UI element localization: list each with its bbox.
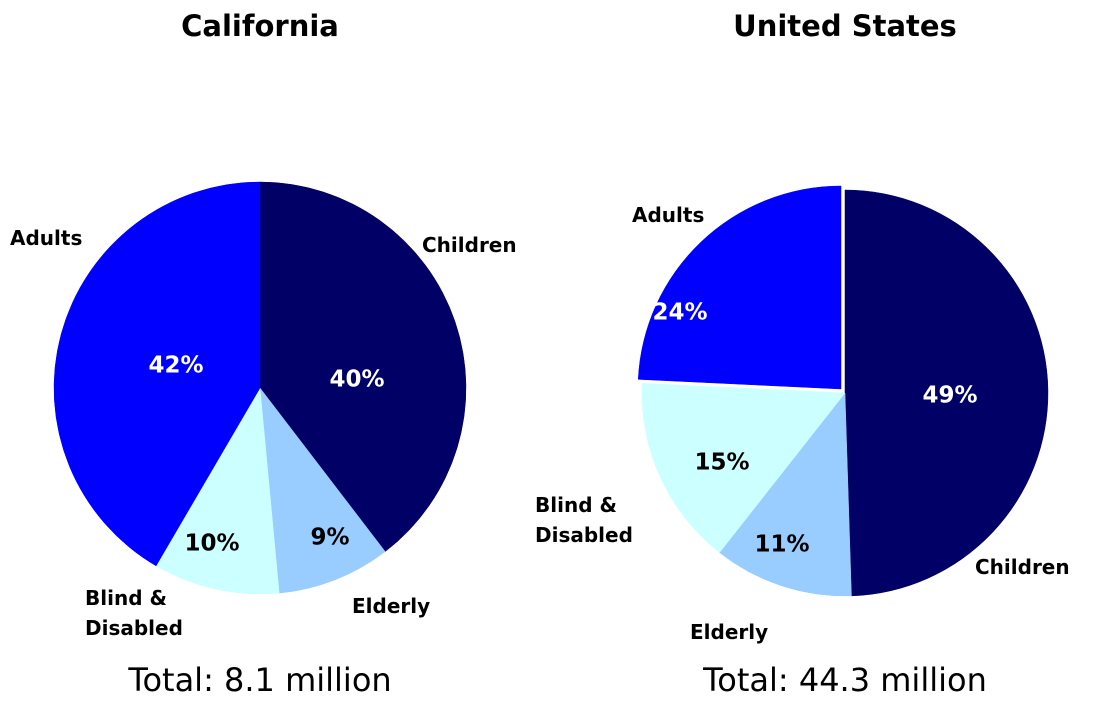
value-label: 49%	[922, 383, 977, 409]
value-label: 10%	[184, 531, 239, 557]
pie-slice	[719, 392, 852, 597]
chart-subtitle: Total: 44.3 million	[702, 661, 987, 699]
chart-title: California	[181, 9, 339, 43]
value-label: 42%	[148, 353, 203, 379]
category-label: Children	[975, 555, 1070, 579]
chart-title: United States	[733, 9, 957, 43]
category-label: Elderly	[352, 594, 431, 618]
category-label: Blind & Disabled	[85, 586, 183, 640]
value-label: 11%	[754, 532, 809, 558]
pie-slice	[844, 189, 1049, 597]
value-label: 9%	[310, 525, 349, 551]
category-label: Elderly	[690, 620, 769, 644]
value-label: 40%	[329, 367, 384, 393]
category-label: Blind & Disabled	[535, 493, 633, 547]
value-label: 15%	[694, 450, 749, 476]
pie-slice	[637, 185, 842, 390]
pie-slice	[259, 387, 386, 594]
value-label: 24%	[652, 300, 707, 326]
pie-slice	[641, 383, 846, 553]
category-label: Adults	[10, 226, 83, 250]
category-label: Adults	[632, 203, 705, 227]
pie-slice	[53, 181, 261, 567]
category-label: Children	[422, 233, 517, 257]
pie-slice	[259, 181, 467, 552]
pie-slice	[155, 387, 280, 595]
chart-subtitle: Total: 8.1 million	[127, 661, 391, 699]
